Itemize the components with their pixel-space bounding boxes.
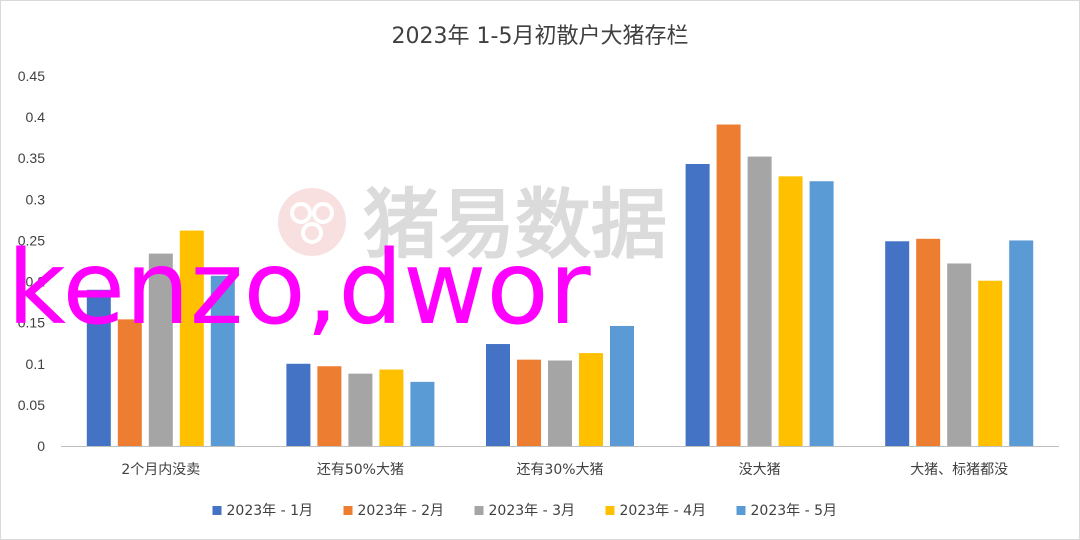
- legend-swatch: [343, 506, 353, 515]
- y-tick-label: 0.15: [18, 315, 45, 331]
- bar-5-5: [1009, 240, 1034, 446]
- y-tick-label: 0.35: [18, 150, 45, 166]
- legend: 2023年 - 1月 2023年 - 2月 2023年 - 3月 2023年 - 4月…: [212, 503, 838, 519]
- bar-1-3: [486, 344, 510, 446]
- y-tick-label: 0.4: [26, 109, 46, 125]
- bar-3-3: [548, 360, 572, 446]
- bar-2-2: [317, 366, 342, 446]
- bar-4-1: [179, 230, 204, 446]
- bar-3-2: [348, 373, 373, 446]
- x-tick-label: 还有30%大猪: [516, 462, 603, 478]
- legend-swatch: [212, 506, 222, 515]
- bar-3-1: [148, 253, 173, 446]
- bar-2-4: [716, 124, 741, 446]
- overlay-text: kenzo,dwor: [7, 229, 591, 348]
- bar-1-1: [86, 289, 111, 446]
- y-tick-label: 0.25: [18, 232, 45, 248]
- y-axis: 0 0.05 0.1 0.15 0.2 0.25 0.3 0.35 0.4 0.45: [18, 68, 45, 454]
- bar-4-2: [379, 369, 404, 446]
- bar-5-1: [210, 275, 235, 446]
- x-tick-label: 大猪、标猪都没: [910, 462, 1008, 478]
- y-tick-label: 0.1: [26, 356, 46, 372]
- bar-2-5: [916, 238, 941, 446]
- y-tick-label: 0.05: [18, 397, 45, 413]
- legend-swatch: [605, 506, 615, 515]
- bar-4-4: [778, 176, 803, 447]
- bar-5-3: [610, 325, 634, 446]
- legend-swatch: [736, 506, 746, 515]
- legend-label: 2023年 - 2月: [358, 503, 445, 519]
- bar-3-4: [747, 156, 772, 447]
- legend-label: 2023年 - 4月: [620, 503, 707, 519]
- bar-2-3: [517, 359, 541, 446]
- bar-1-5: [885, 241, 910, 446]
- legend-label: 2023年 - 1月: [227, 503, 314, 519]
- bar-5-2: [410, 381, 435, 446]
- bar-4-3: [579, 353, 603, 446]
- watermark: 猪易数据: [278, 180, 667, 269]
- x-tick-label: 2个月内没卖: [121, 462, 200, 478]
- y-tick-label: 0.2: [26, 274, 46, 290]
- watermark-logo-dot-icon: [301, 222, 323, 244]
- watermark-text: 猪易数据: [363, 180, 667, 269]
- legend-label: 2023年 - 5月: [751, 503, 838, 519]
- bars: [86, 124, 1034, 447]
- bar-5-4: [809, 181, 834, 446]
- bar-2-1: [117, 319, 142, 446]
- bar-1-2: [286, 363, 311, 446]
- x-tick-label: 没大猪: [739, 462, 781, 478]
- y-tick-label: 0.45: [18, 68, 45, 84]
- y-tick-label: 0.3: [26, 191, 46, 207]
- bar-3-5: [947, 263, 972, 446]
- legend-label: 2023年 - 3月: [489, 503, 576, 519]
- bar-4-5: [978, 280, 1003, 446]
- watermark-logo-dot-icon: [312, 202, 334, 224]
- x-tick-label: 还有50%大猪: [317, 462, 404, 478]
- x-axis: 2个月内没卖 还有50%大猪 还有30%大猪 没大猪 大猪、标猪都没: [121, 462, 1008, 478]
- watermark-logo-dot-icon: [290, 202, 312, 224]
- legend-swatch: [474, 506, 484, 515]
- bar-1-4: [685, 163, 710, 446]
- y-tick-label: 0: [37, 438, 45, 454]
- chart-title: 2023年 1-5月初散户大猪存栏: [392, 24, 689, 49]
